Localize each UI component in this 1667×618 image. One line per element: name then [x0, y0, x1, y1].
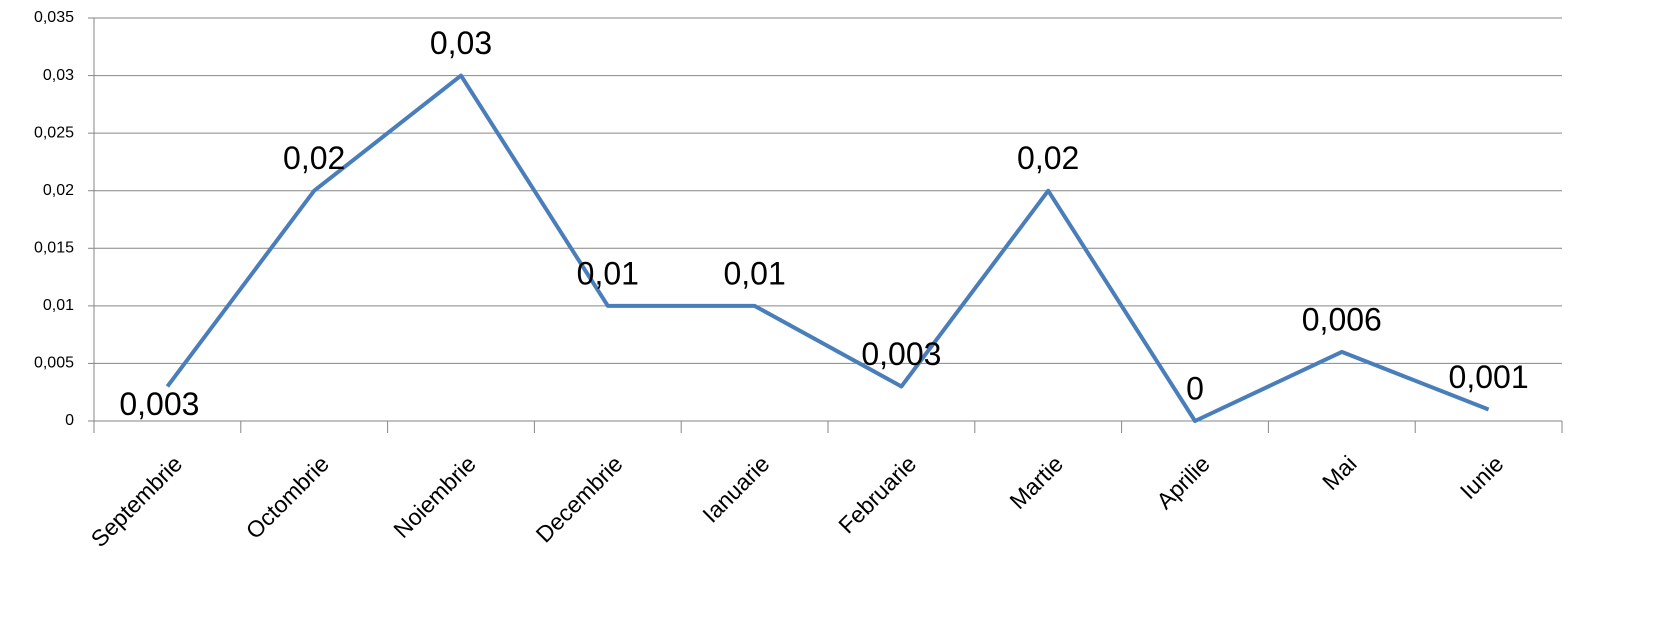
line — [165, 73, 1490, 423]
data-label: 0,02 — [283, 140, 345, 176]
data-label: 0,003 — [861, 336, 941, 372]
y-tick-label: 0,03 — [43, 67, 74, 84]
x-tick-label: Februarie — [833, 450, 921, 538]
y-tick-label: 0,02 — [43, 182, 74, 199]
data-label: 0,02 — [1017, 140, 1079, 176]
data-label: 0,03 — [430, 25, 492, 61]
y-tick-label: 0,015 — [34, 240, 74, 257]
x-tick-label: Iunie — [1455, 450, 1509, 504]
x-tick-label: Martie — [1004, 450, 1068, 514]
x-tick-label: Octombrie — [241, 450, 334, 543]
y-tick-label: 0,035 — [34, 9, 74, 26]
data-label: 0,01 — [577, 255, 639, 291]
x-tick-label: Ianuarie — [697, 450, 774, 527]
x-tick-label: Mai — [1317, 450, 1362, 495]
x-tick-label: Aprilie — [1151, 450, 1215, 514]
data-label: 0,003 — [119, 386, 199, 422]
y-tick-label: 0,005 — [34, 355, 74, 372]
y-tick-label: 0,01 — [43, 297, 74, 314]
data-label: 0,006 — [1302, 301, 1382, 337]
y-tick-label: 0,025 — [34, 124, 74, 141]
data-label: 0 — [1186, 370, 1204, 406]
data-label: 0,001 — [1449, 359, 1529, 395]
data-label: 0,01 — [723, 255, 785, 291]
x-tick-label: Noiembrie — [388, 450, 481, 543]
x-tick-label: Decembrie — [531, 450, 628, 547]
x-tick-label: Septembrie — [86, 450, 188, 552]
y-tick-label: 0 — [65, 412, 74, 429]
